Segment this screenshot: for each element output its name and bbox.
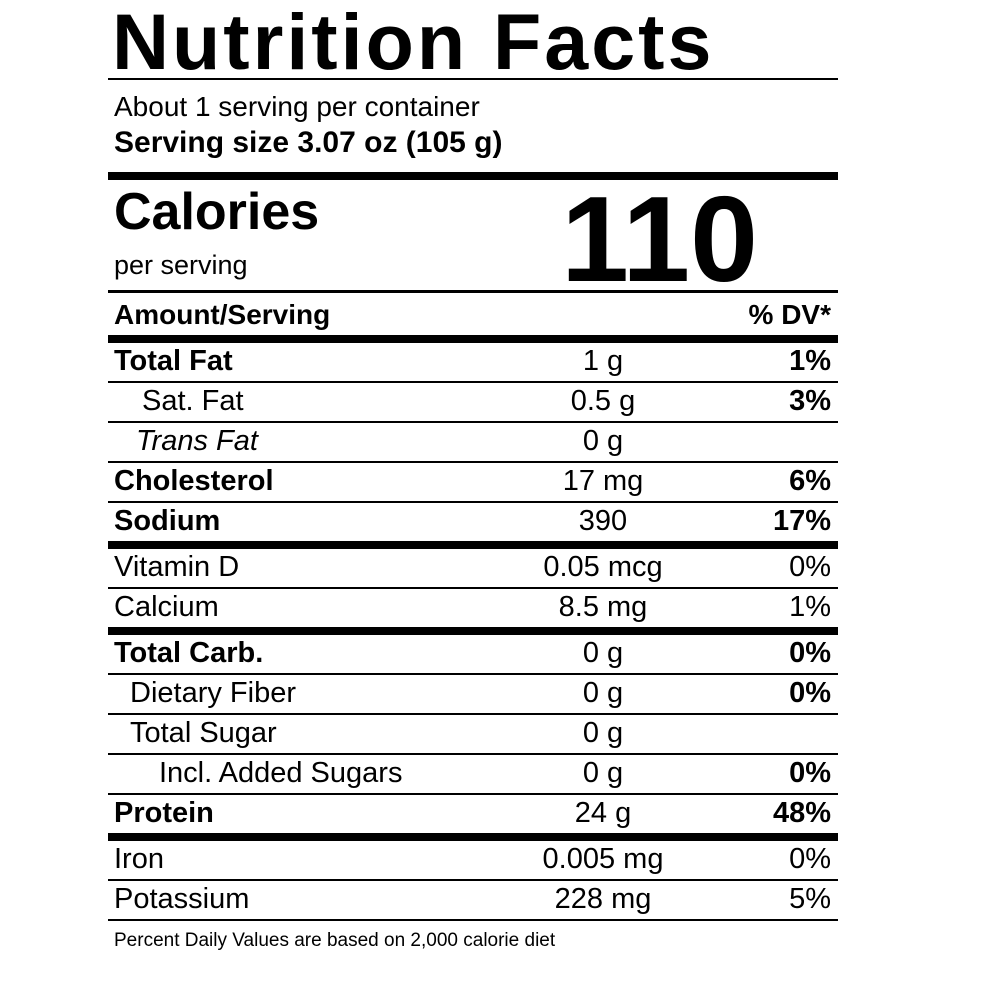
separator-thin bbox=[108, 586, 838, 589]
nutrient-name: Sodium bbox=[114, 505, 221, 538]
nutrient-daily-value: 6% bbox=[789, 465, 831, 498]
nutrient-row: Potassium 228 mg 5% bbox=[108, 881, 838, 919]
nutrient-name: Sat. Fat bbox=[142, 385, 244, 418]
nutrient-row: Sodium 390 17% bbox=[108, 503, 838, 541]
nutrient-daily-value: 48% bbox=[772, 797, 831, 830]
separator-thick bbox=[108, 540, 838, 549]
nutrient-amount: 228 mg bbox=[554, 883, 652, 916]
amount-column-header: Amount/Serving bbox=[114, 298, 331, 330]
calories-sublabel: per serving bbox=[114, 249, 248, 280]
nutrient-daily-value: 0% bbox=[789, 551, 831, 584]
separator-thin bbox=[108, 878, 838, 881]
nutrient-row: Total Sugar 0 g bbox=[108, 715, 838, 753]
nutrient-daily-value: 1% bbox=[789, 591, 831, 624]
nutrient-name: Potassium bbox=[114, 883, 250, 916]
nutrient-amount: 0.5 g bbox=[570, 385, 636, 418]
nutrient-name: Vitamin D bbox=[114, 551, 240, 584]
nutrient-row: Iron 0.005 mg 0% bbox=[108, 841, 838, 879]
nutrient-row: Cholesterol 17 mg 6% bbox=[108, 463, 838, 501]
nutrient-amount: 17 mg bbox=[562, 465, 644, 498]
servings-per-container: About 1 serving per container bbox=[114, 90, 480, 122]
nutrient-row: Vitamin D 0.05 mcg 0% bbox=[108, 549, 838, 587]
separator-thick bbox=[108, 832, 838, 841]
nutrient-row: Total Carb. 0 g 0% bbox=[108, 635, 838, 673]
nutrient-amount: 0 g bbox=[582, 637, 624, 670]
calories-label: Calories bbox=[114, 182, 320, 241]
serving-size: Serving size 3.07 oz (105 g) bbox=[114, 126, 503, 160]
table-column-header: Amount/Serving % DV* bbox=[108, 293, 838, 335]
separator-thick bbox=[108, 171, 838, 180]
nutrient-daily-value: 17% bbox=[772, 505, 831, 538]
nutrient-daily-value: 3% bbox=[789, 385, 831, 418]
nutrient-amount: 0.005 mg bbox=[542, 843, 664, 876]
separator-thick bbox=[108, 334, 838, 343]
nutrient-row: Calcium 8.5 mg 1% bbox=[108, 589, 838, 627]
nutrient-daily-value: 1% bbox=[789, 345, 831, 378]
calories-section: Calories per serving 110 bbox=[108, 180, 838, 290]
separator-thin bbox=[108, 500, 838, 503]
nutrient-amount: 0 g bbox=[582, 677, 624, 710]
nutrient-amount: 8.5 mg bbox=[558, 591, 648, 624]
separator-thin bbox=[108, 460, 838, 463]
dv-column-header: % DV* bbox=[748, 298, 831, 330]
separator-thick bbox=[108, 626, 838, 635]
nutrient-amount: 390 bbox=[578, 505, 628, 538]
nutrient-row: Total Fat 1 g 1% bbox=[108, 343, 838, 381]
nutrient-amount: 24 g bbox=[574, 797, 632, 830]
nutrient-amount: 0 g bbox=[582, 717, 624, 750]
nutrient-row: Trans Fat 0 g bbox=[108, 423, 838, 461]
nutrient-name: Trans Fat bbox=[136, 425, 258, 458]
separator-thin bbox=[108, 792, 838, 795]
nutrient-row: Dietary Fiber 0 g 0% bbox=[108, 675, 838, 713]
nutrient-daily-value: 0% bbox=[789, 843, 831, 876]
nutrient-name: Total Carb. bbox=[114, 637, 264, 670]
nutrient-name: Cholesterol bbox=[114, 465, 274, 498]
nutrient-name: Iron bbox=[114, 843, 164, 876]
nutrient-daily-value: 0% bbox=[789, 757, 831, 790]
separator-thin bbox=[108, 420, 838, 423]
separator-thin bbox=[108, 672, 838, 675]
separator-thin bbox=[108, 752, 838, 755]
calories-labels: Calories per serving bbox=[114, 180, 319, 290]
nutrient-name: Total Fat bbox=[114, 345, 233, 378]
calories-value: 110 bbox=[561, 179, 758, 290]
nutrient-rows: Total Fat 1 g 1% Sat. Fat 0.5 g 3% Trans… bbox=[108, 343, 838, 921]
separator-thin bbox=[108, 918, 838, 921]
serving-info-section: About 1 serving per container Serving si… bbox=[108, 90, 838, 172]
nutrient-daily-value: 0% bbox=[789, 637, 831, 670]
nutrient-daily-value: 0% bbox=[789, 677, 831, 710]
nutrient-name: Calcium bbox=[114, 591, 219, 624]
nutrient-name: Incl. Added Sugars bbox=[159, 757, 403, 790]
nutrient-daily-value: 5% bbox=[789, 883, 831, 916]
label-title: Nutrition Facts bbox=[112, 0, 715, 86]
nutrient-name: Total Sugar bbox=[130, 717, 277, 750]
separator-thin bbox=[108, 380, 838, 383]
nutrient-amount: 1 g bbox=[582, 345, 624, 378]
nutrient-amount: 0 g bbox=[582, 757, 624, 790]
nutrition-facts-label: Nutrition Facts About 1 serving per cont… bbox=[108, 0, 838, 953]
nutrient-name: Dietary Fiber bbox=[130, 677, 296, 710]
daily-value-footnote: Percent Daily Values are based on 2,000 … bbox=[114, 929, 556, 951]
nutrient-amount: 0.05 mcg bbox=[543, 551, 663, 584]
nutrient-name: Protein bbox=[114, 797, 214, 830]
nutrient-row: Protein 24 g 48% bbox=[108, 795, 838, 833]
separator-thin bbox=[108, 712, 838, 715]
nutrient-row: Sat. Fat 0.5 g 3% bbox=[108, 383, 838, 421]
nutrient-amount: 0 g bbox=[582, 425, 624, 458]
nutrient-row: Incl. Added Sugars 0 g 0% bbox=[108, 755, 838, 793]
separator-thin bbox=[108, 289, 838, 293]
separator-thin bbox=[108, 77, 838, 80]
